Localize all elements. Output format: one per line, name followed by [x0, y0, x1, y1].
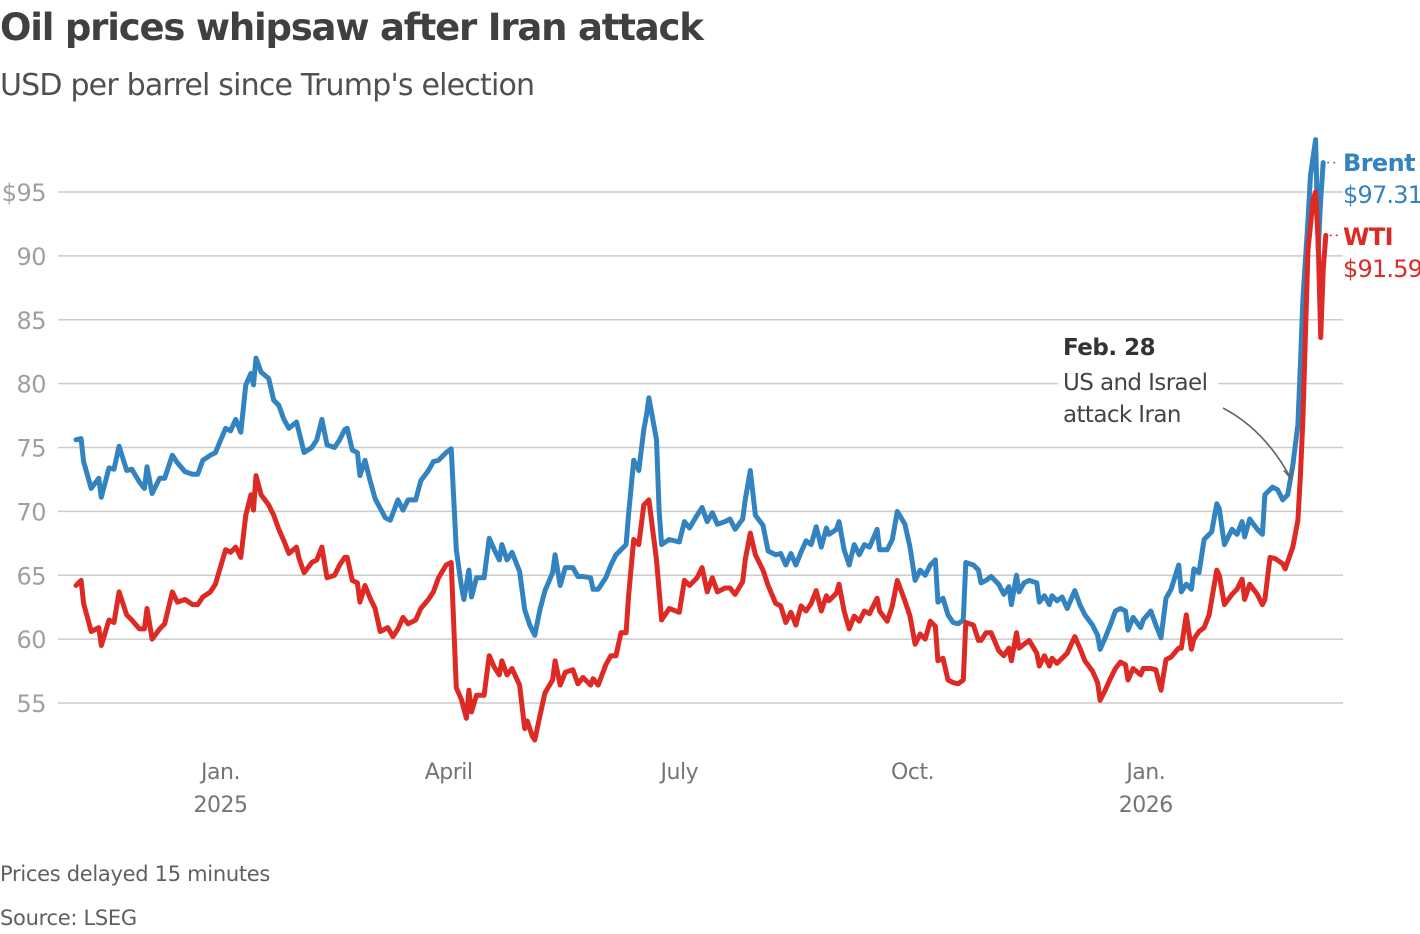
- chart-title: Oil prices whipsaw after Iran attack: [0, 6, 704, 49]
- brent-line: [73, 137, 1326, 652]
- y-tick-label: $95: [2, 179, 46, 207]
- x-tick-label: Jan.: [199, 760, 240, 785]
- footnote-delay: Prices delayed 15 minutes: [0, 862, 271, 886]
- wti-label: WTI: [1343, 223, 1393, 251]
- y-tick-label: 85: [16, 307, 46, 335]
- annotation-arrow: [1222, 407, 1292, 479]
- y-tick-label: 65: [16, 562, 46, 590]
- footnote-source: Source: LSEG: [0, 906, 137, 930]
- x-axis-ticks: Jan. 2025 April July Oct. Jan. 2026: [193, 760, 1173, 818]
- brent-last-value: $97.31: [1343, 181, 1420, 209]
- annotation-text-line: US and Israel: [1063, 370, 1207, 396]
- chart-subtitle: USD per barrel since Trump's election: [0, 68, 535, 103]
- x-tick-year-label: 2026: [1119, 793, 1173, 818]
- y-tick-label: 80: [16, 371, 46, 399]
- series-lines: [73, 137, 1329, 743]
- x-tick-label: Oct.: [891, 760, 934, 785]
- x-tick-label: April: [425, 760, 473, 785]
- y-tick-label: 60: [16, 626, 46, 654]
- annotation-background: [1058, 366, 1218, 426]
- y-tick-label: 90: [16, 243, 46, 271]
- y-tick-label: 75: [16, 435, 46, 463]
- brent-label: Brent: [1343, 149, 1415, 177]
- annotation-arrowhead: [1283, 468, 1294, 481]
- annotation-title: Feb. 28: [1063, 335, 1155, 361]
- y-axis-ticks: $95 90 85 80 75 70 65 60 55: [2, 179, 47, 718]
- x-tick-label: Jan.: [1124, 760, 1165, 785]
- gridlines: [58, 191, 1343, 704]
- y-tick-label: 55: [16, 690, 46, 718]
- wti-line: [73, 189, 1329, 743]
- y-tick-label: 70: [16, 498, 46, 526]
- annotation: Feb. 28 US and Israel attack Iran: [1058, 335, 1294, 481]
- x-tick-year-label: 2025: [193, 793, 247, 818]
- wti-last-value: $91.59: [1343, 255, 1420, 283]
- annotation-text-line: attack Iran: [1063, 402, 1181, 428]
- x-tick-label: July: [659, 760, 699, 785]
- series-labels: Brent $97.31 WTI $91.59: [1327, 149, 1420, 283]
